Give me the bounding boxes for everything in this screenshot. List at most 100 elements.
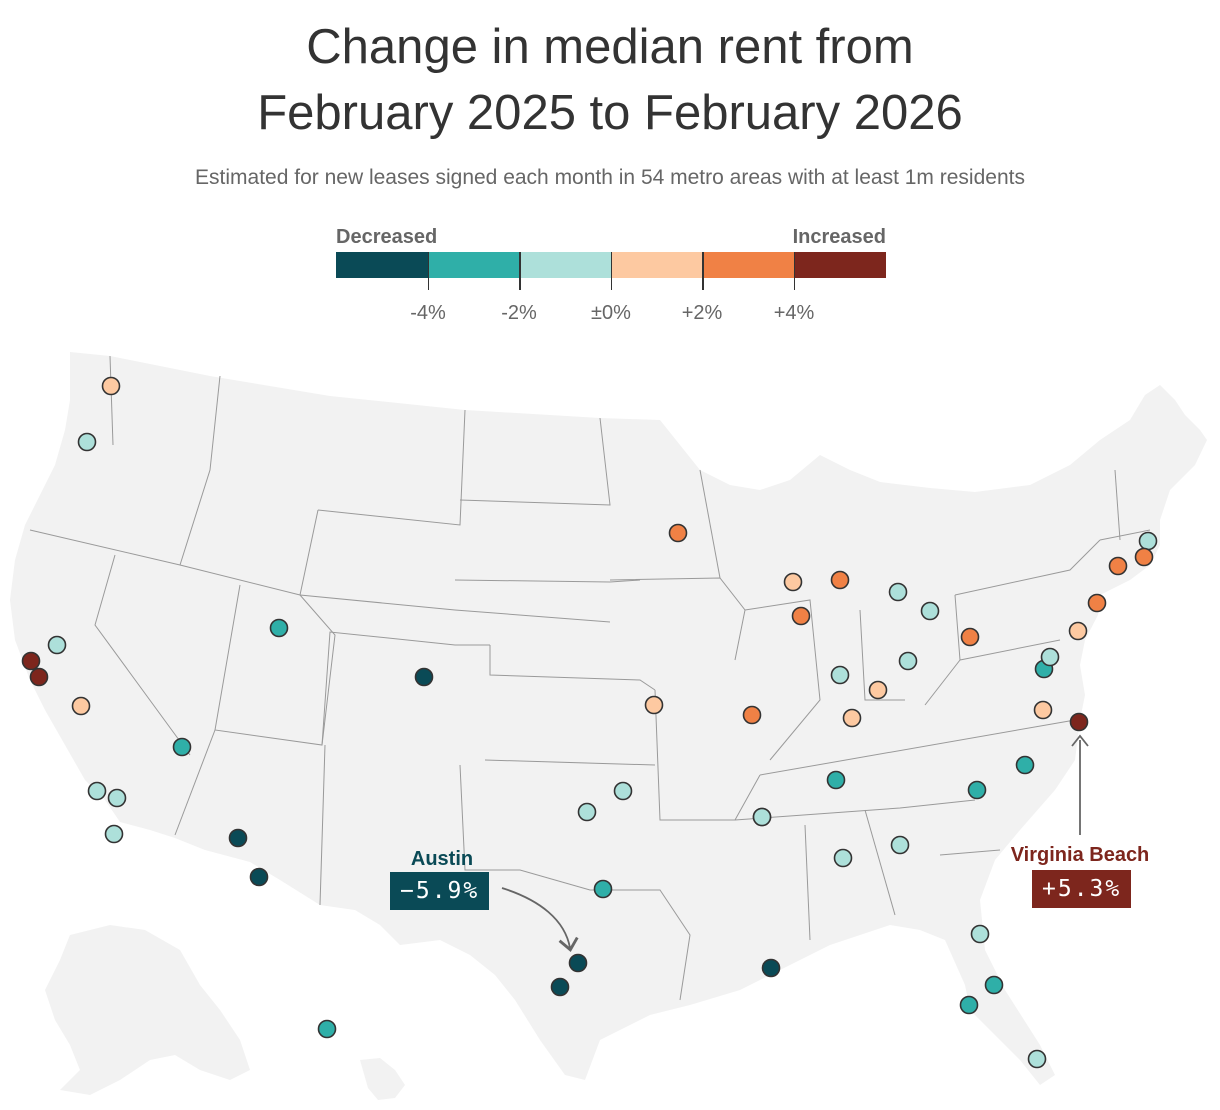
chart-title: Change in median rent from February 2025… xyxy=(0,14,1220,146)
metro-marker xyxy=(317,1019,337,1039)
legend-tick-label: -4% xyxy=(410,302,446,324)
metro-marker xyxy=(1027,1049,1047,1069)
austin-callout-arrow xyxy=(501,887,579,952)
state-border xyxy=(179,375,221,566)
metro-marker xyxy=(77,432,97,452)
state-border xyxy=(924,659,961,706)
metro-marker xyxy=(101,376,121,396)
state-border xyxy=(609,577,746,661)
state-border xyxy=(859,609,905,701)
legend-tick-label: -2% xyxy=(501,302,537,324)
state-border xyxy=(804,824,811,941)
legend-tick xyxy=(519,252,521,290)
metro-marker xyxy=(960,627,980,647)
state-border xyxy=(1114,469,1121,541)
legend-color-scale xyxy=(336,252,887,278)
metro-marker xyxy=(920,601,940,621)
legend-tick-label: +2% xyxy=(681,302,723,324)
legend-tick xyxy=(793,252,795,290)
metro-marker xyxy=(1068,621,1088,641)
state-border xyxy=(489,645,656,691)
state-border xyxy=(94,554,191,756)
state-border xyxy=(939,849,1001,856)
state-border xyxy=(1099,529,1151,541)
virginia-beach-callout-name: Virginia Beach xyxy=(1010,844,1150,866)
state-border xyxy=(484,759,656,766)
metro-marker xyxy=(228,828,248,848)
state-border xyxy=(954,539,1101,596)
subtitle: Estimated for new leases signed each mon… xyxy=(195,166,1025,189)
metro-marker xyxy=(550,977,570,997)
metro-marker xyxy=(47,635,67,655)
metro-marker xyxy=(577,802,597,822)
metro-marker xyxy=(21,651,41,671)
legend-tick-label: +4% xyxy=(773,302,815,324)
legend-increased-label: Increased xyxy=(792,226,886,248)
metro-marker xyxy=(898,651,918,671)
state-border xyxy=(459,417,611,506)
austin-callout-name: Austin xyxy=(410,848,474,870)
metro-marker xyxy=(668,523,688,543)
legend-swatch xyxy=(427,252,520,278)
metro-marker xyxy=(1134,547,1154,567)
state-border xyxy=(317,409,466,526)
hawaii-shape xyxy=(360,1058,405,1100)
state-border xyxy=(319,744,326,906)
metro-marker xyxy=(1040,647,1060,667)
metro-marker xyxy=(842,708,862,728)
metro-marker xyxy=(1138,531,1158,551)
metro-marker xyxy=(984,975,1004,995)
state-border xyxy=(759,719,1076,776)
metro-marker xyxy=(568,953,588,973)
legend-swatch xyxy=(611,252,703,278)
legend-swatch xyxy=(702,252,795,278)
color-legend: Decreased Increased -4% -2% ±0% +2% +4% xyxy=(336,226,887,336)
legend-decreased-label: Decreased xyxy=(336,226,438,248)
metro-marker xyxy=(830,665,850,685)
metro-marker xyxy=(830,570,850,590)
state-border xyxy=(734,799,976,821)
virginia-beach-arrowhead xyxy=(1071,734,1089,747)
metro-marker xyxy=(888,582,908,602)
metro-marker xyxy=(761,958,781,978)
metro-marker xyxy=(613,781,633,801)
metro-marker xyxy=(71,696,91,716)
metro-marker xyxy=(107,788,127,808)
metro-marker xyxy=(249,867,269,887)
metro-marker xyxy=(172,737,192,757)
metro-marker xyxy=(783,572,803,592)
metro-marker xyxy=(833,848,853,868)
legend-tick xyxy=(702,252,704,290)
title-line-1: Change in median rent from xyxy=(306,20,914,74)
state-borders xyxy=(29,355,1151,1001)
metro-marker xyxy=(959,995,979,1015)
legend-tick-label: ±0% xyxy=(591,302,631,324)
metro-marker xyxy=(1069,712,1089,732)
metro-marker xyxy=(1033,700,1053,720)
metro-marker xyxy=(1087,593,1107,613)
metro-marker xyxy=(970,924,990,944)
metro-marker xyxy=(87,781,107,801)
metro-marker xyxy=(1015,755,1035,775)
alaska-shape xyxy=(45,925,250,1095)
title-line-2: February 2025 to February 2026 xyxy=(257,86,963,140)
state-border xyxy=(174,729,216,836)
state-border xyxy=(109,355,114,446)
austin-callout-value: −5.9% xyxy=(390,872,490,910)
metro-marker xyxy=(1108,556,1128,576)
contiguous-us-shape xyxy=(10,352,1207,1085)
metro-marker xyxy=(104,824,124,844)
metro-marker xyxy=(752,807,772,827)
metro-marker xyxy=(593,879,613,899)
state-border xyxy=(454,579,641,583)
state-border xyxy=(654,689,761,821)
legend-tick xyxy=(610,252,612,290)
metro-marker xyxy=(29,667,49,687)
metro-marker xyxy=(967,780,987,800)
legend-swatch xyxy=(519,252,612,278)
metro-marker xyxy=(644,695,664,715)
state-border xyxy=(321,631,490,746)
legend-tick xyxy=(427,252,429,290)
